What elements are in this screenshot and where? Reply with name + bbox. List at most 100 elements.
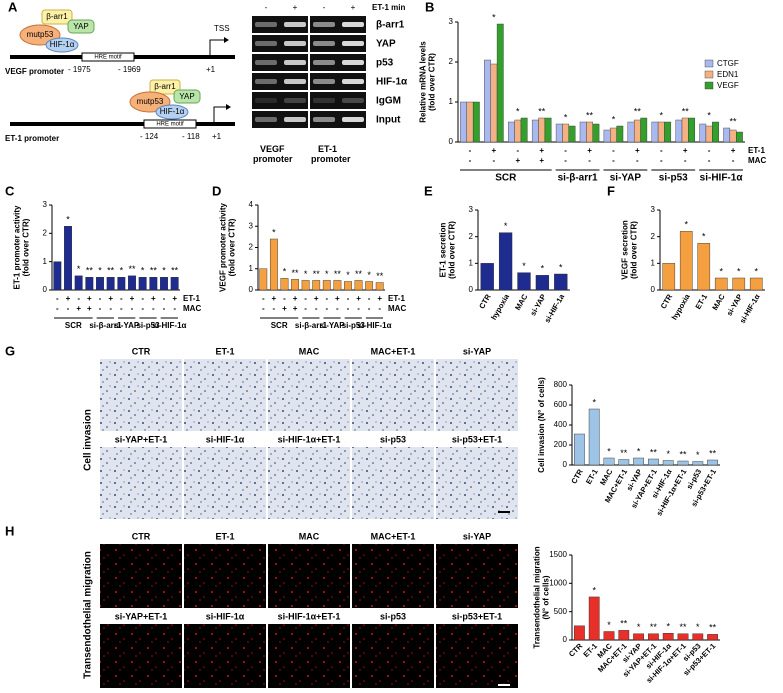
condition-sign: + (335, 294, 340, 303)
bar (651, 121, 659, 143)
band (342, 117, 364, 122)
legend-label: EDN1 (717, 70, 739, 79)
blot-strip (252, 35, 308, 52)
condition-label: MAC (299, 531, 320, 541)
bar (618, 630, 630, 641)
y-axis-label: (N° of cells) (542, 575, 551, 619)
band (313, 98, 335, 103)
significance: * (77, 264, 81, 274)
y-axis-label: (fold over CTR) (630, 221, 639, 279)
arrow-head (224, 37, 229, 43)
y-tick-label: 2 (449, 57, 454, 66)
y-tick-label: 800 (554, 380, 568, 389)
bar (603, 129, 611, 143)
band (342, 79, 364, 84)
promoter-line (10, 122, 235, 126)
micrograph (352, 624, 434, 688)
bar (688, 117, 695, 143)
y-tick-label: 1000 (549, 578, 567, 587)
bar (677, 633, 689, 641)
significance: * (492, 12, 496, 22)
significance: * (559, 262, 563, 272)
significance: * (564, 112, 568, 122)
significance: * (325, 269, 329, 279)
row-name: MAC (748, 156, 766, 165)
condition-label: si-p53+ET-1 (452, 434, 502, 444)
micrograph (100, 359, 182, 431)
bar (117, 277, 126, 291)
significance: * (283, 267, 287, 277)
condition-sign: - (347, 294, 350, 303)
bar (562, 123, 570, 143)
y-axis-label: ET-1 secretion (439, 223, 448, 278)
blot: ET-1 min VEGF promoter ET-1 promoter (253, 3, 405, 164)
condition-sign: - (141, 304, 144, 313)
row-name: ET-1 (748, 146, 765, 155)
bar (627, 121, 635, 143)
y-axis-label: (fold over CTR) (228, 218, 237, 276)
micrograph (352, 359, 434, 431)
start-label: +1 (206, 65, 216, 74)
condition-sign: + (66, 294, 71, 303)
y-tick-label: 3 (449, 17, 454, 26)
y-tick-label: 2 (469, 232, 474, 241)
bar (280, 278, 289, 291)
significance: * (666, 449, 670, 459)
condition-sign: + (76, 304, 81, 313)
blot-row-label: Input (376, 115, 401, 126)
group-label: si-YAP (114, 321, 140, 330)
bar (96, 277, 104, 291)
significance: ** (650, 622, 658, 632)
y-tick-label: 2 (249, 243, 254, 252)
significance: * (120, 266, 124, 276)
band (284, 22, 306, 27)
condition-sign: - (378, 304, 381, 313)
bar (269, 238, 278, 291)
condition-sign: + (282, 304, 287, 313)
bar (149, 277, 158, 291)
condition-sign: + (539, 146, 544, 155)
condition-sign: - (56, 304, 59, 313)
panel-label: B (425, 0, 434, 14)
y-tick-label: 0 (249, 285, 254, 294)
condition-sign: + (635, 146, 640, 155)
blot-strip (310, 73, 366, 90)
condition-sign: - (660, 146, 663, 155)
bar (633, 457, 644, 466)
condition-label: MAC+ET-1 (371, 531, 416, 541)
x-tick-label: hypoxia (670, 292, 692, 322)
condition-sign: - (262, 294, 265, 303)
row-name: MAC (183, 304, 201, 313)
significance: * (516, 106, 520, 116)
bar (610, 127, 617, 143)
x-tick-label: CTR (567, 641, 585, 659)
blot-row-label: IgGM (376, 96, 401, 107)
blot-strip (252, 73, 308, 90)
blot-strip (310, 16, 366, 33)
condition-sign: - (469, 146, 472, 155)
condition-sign: - (120, 304, 123, 313)
position-label: - 1969 (118, 65, 141, 74)
bar (354, 280, 363, 291)
bar (592, 123, 600, 143)
bar (496, 23, 504, 143)
protein-label: β-arr1 (154, 82, 176, 91)
condition-sign: + (272, 294, 277, 303)
bar (344, 281, 352, 291)
condition-sign: + (731, 146, 736, 155)
micrograph (352, 447, 434, 519)
significance: * (637, 446, 641, 456)
band (284, 60, 306, 65)
significance: * (522, 261, 526, 271)
condition-sign: - (612, 146, 615, 155)
bar (681, 117, 689, 143)
bar (699, 123, 707, 143)
panel-labels: B C D E F G H (5, 0, 615, 538)
condition-sign: - (163, 294, 166, 303)
significance: * (592, 585, 596, 595)
bar (677, 460, 689, 466)
significance: * (612, 114, 616, 124)
y-tick-label: 200 (554, 440, 568, 449)
significance: * (737, 266, 741, 276)
bar (662, 263, 676, 291)
